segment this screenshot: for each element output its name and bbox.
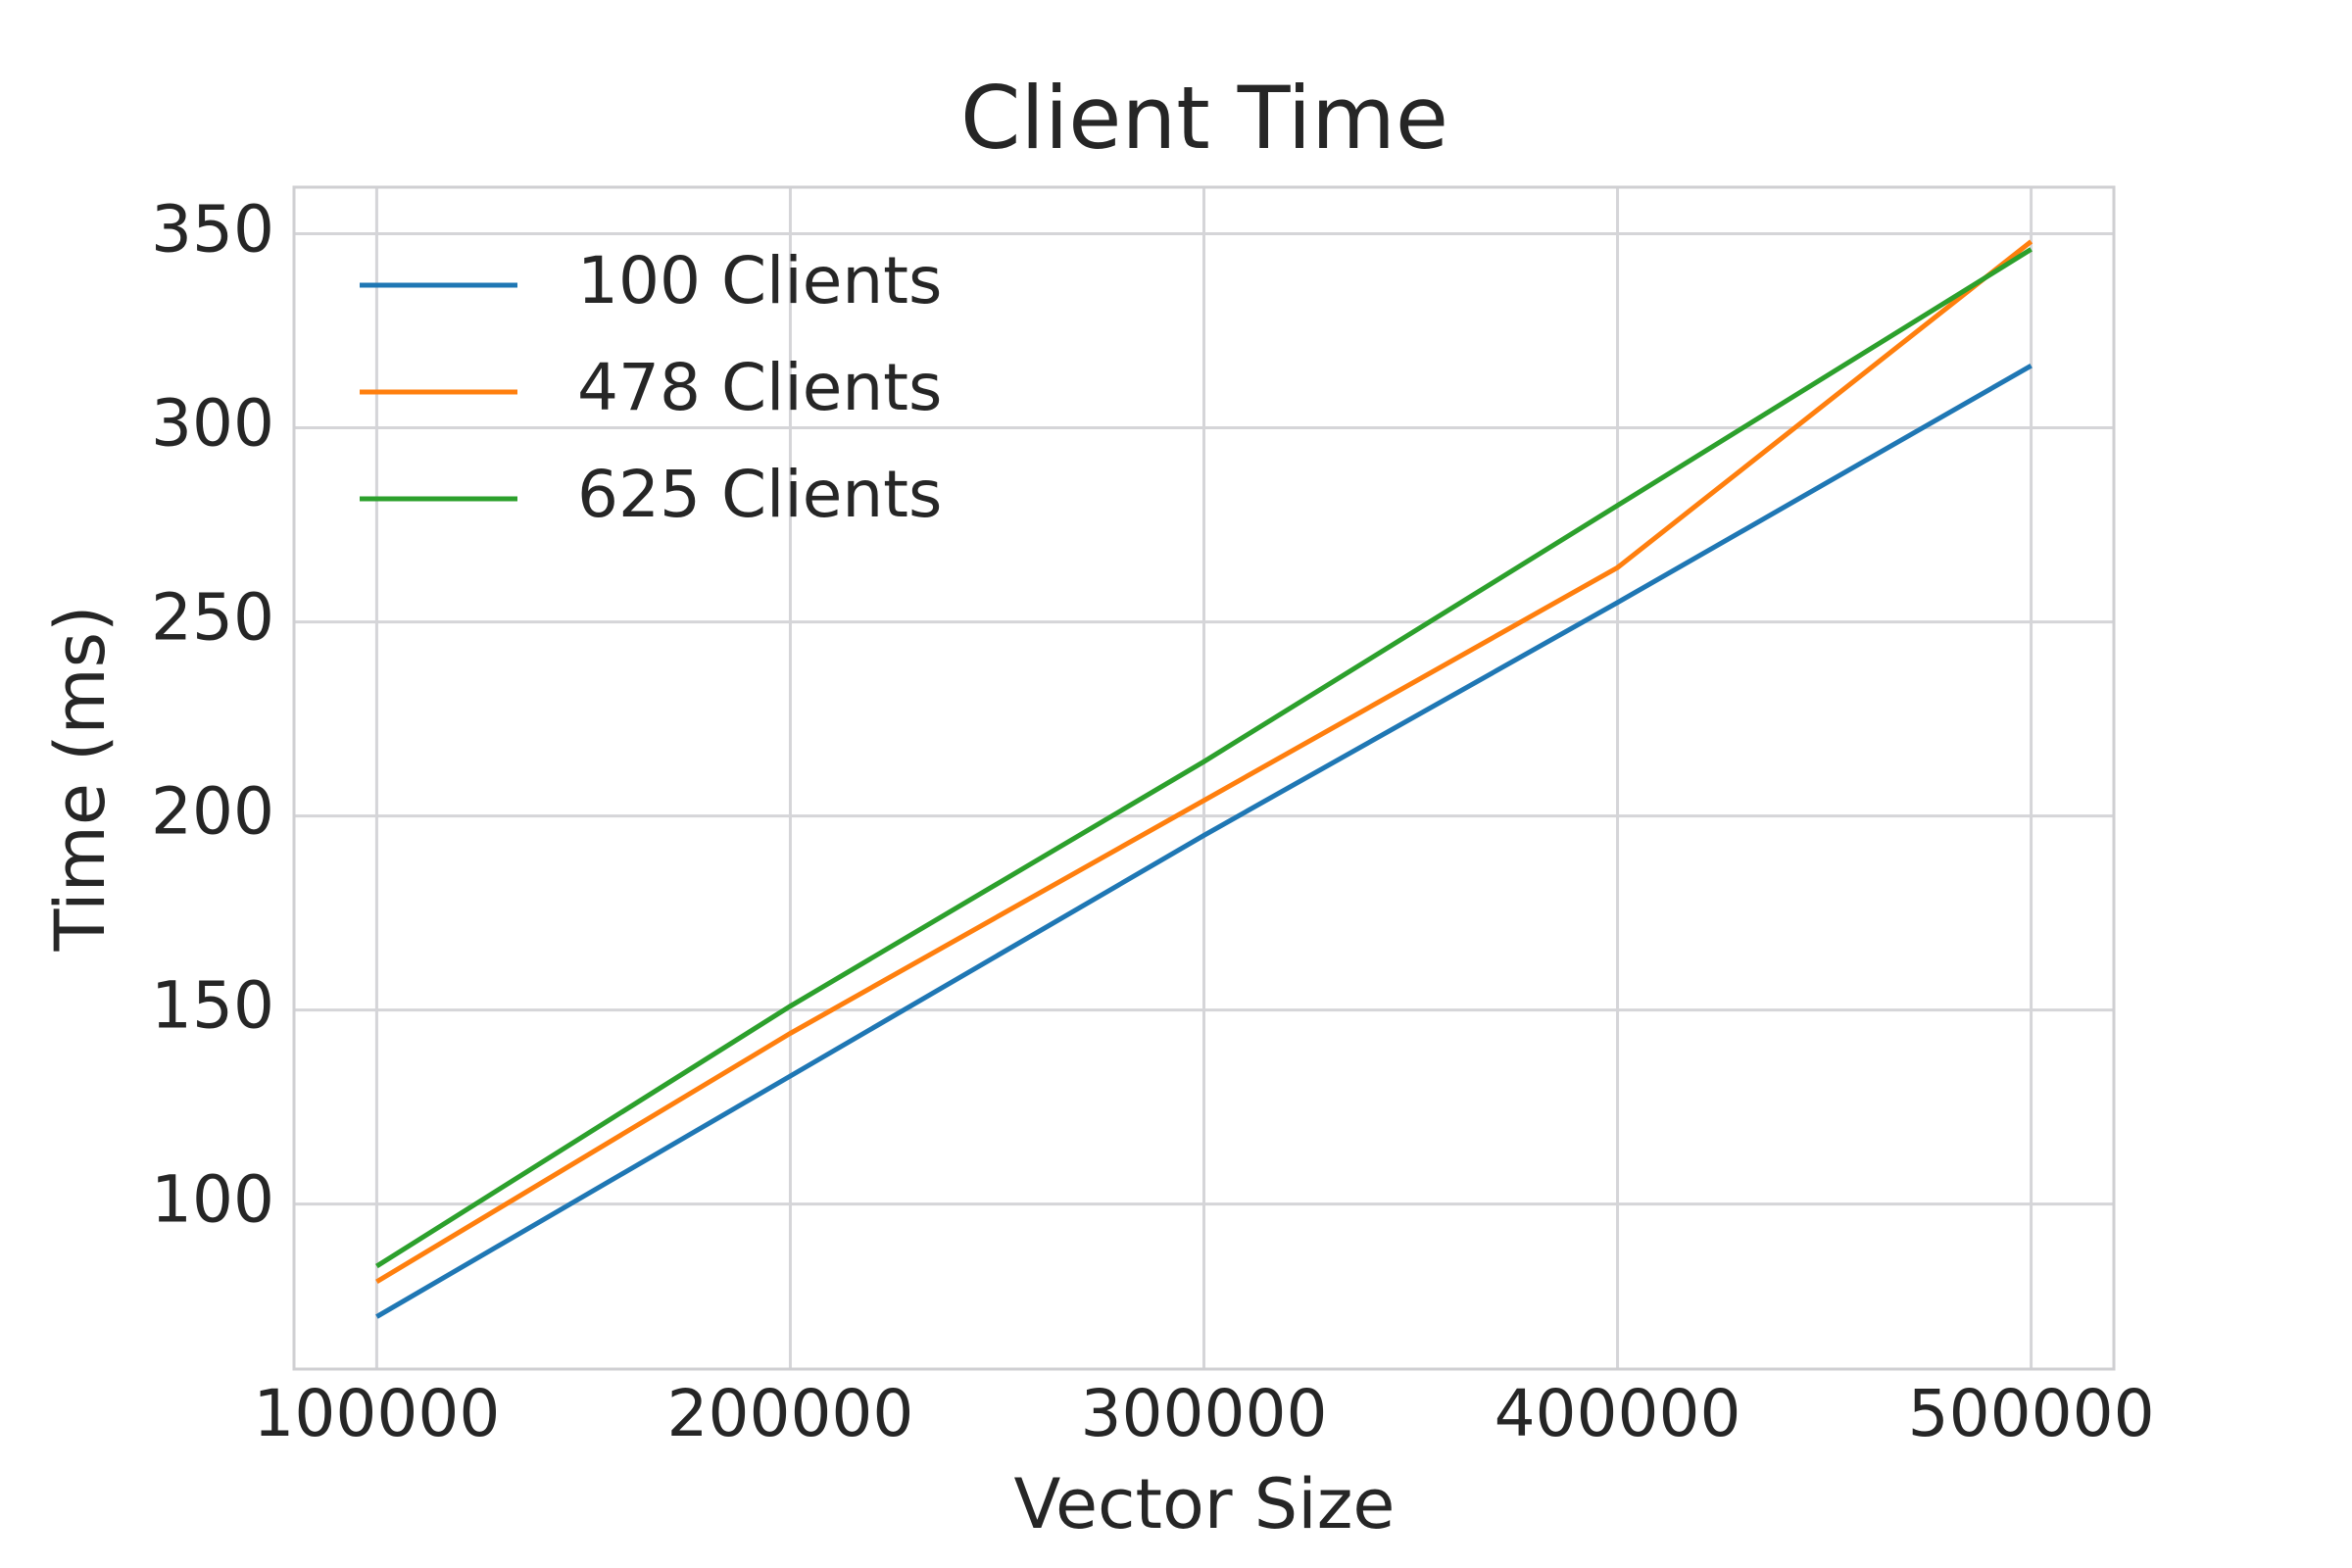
x-axis-label: Vector Size [1014,1464,1396,1544]
legend-label: 478 Clients [577,350,942,425]
x-tick-label: 300000 [1081,1376,1328,1451]
y-tick-label: 350 [151,192,274,268]
series-line [375,239,2034,1285]
plot-frame [292,185,2116,1371]
y-tick-label: 300 [151,386,274,462]
y-axis-label: Time (ms) [40,606,121,953]
chart-title: Client Time [960,68,1448,169]
series-line [375,247,2033,1269]
x-tick-label: 100000 [253,1376,500,1451]
y-tick-label: 150 [151,968,274,1044]
x-tick-label: 200000 [666,1376,913,1451]
y-tick-label: 200 [151,774,274,850]
series-line [375,364,2033,1319]
y-tick-label: 100 [151,1162,274,1238]
x-tick-label: 500000 [1908,1376,2155,1451]
x-tick-label: 400000 [1494,1376,1741,1451]
y-tick-label: 250 [151,580,274,656]
legend-label: 625 Clients [577,457,942,532]
legend-label: 100 Clients [577,243,942,318]
